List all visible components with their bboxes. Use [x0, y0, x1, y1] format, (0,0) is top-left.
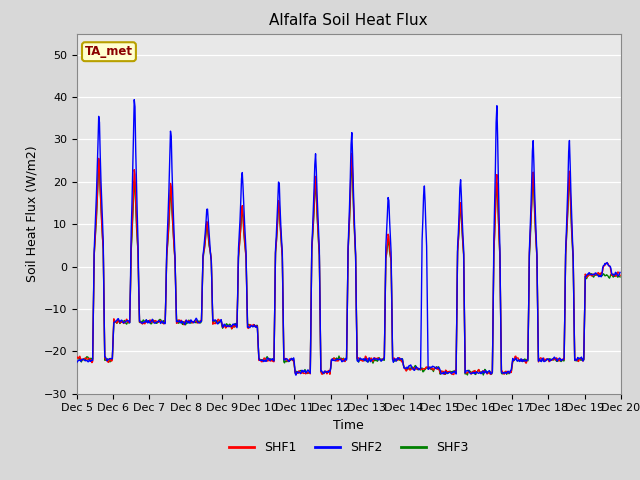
SHF2 — [83, 358, 90, 363]
SHF3 — [73, 357, 81, 362]
SHF3 — [616, 274, 624, 280]
Title: Alfalfa Soil Heat Flux: Alfalfa Soil Heat Flux — [269, 13, 428, 28]
SHF3 — [139, 319, 147, 324]
SHF3 — [83, 354, 90, 360]
SHF2 — [140, 320, 147, 325]
SHF1 — [73, 354, 81, 360]
SHF2 — [292, 372, 300, 378]
SHF3 — [348, 158, 356, 164]
SHF2 — [73, 360, 81, 365]
X-axis label: Time: Time — [333, 419, 364, 432]
SHF3 — [415, 366, 423, 372]
SHF2 — [416, 366, 424, 372]
SHF1 — [616, 273, 624, 278]
SHF2 — [223, 324, 231, 329]
Text: TA_met: TA_met — [85, 45, 133, 58]
SHF3 — [479, 372, 487, 378]
SHF2 — [131, 97, 138, 103]
SHF1 — [450, 372, 458, 377]
SHF1 — [194, 320, 202, 326]
SHF2 — [432, 366, 440, 372]
SHF3 — [223, 321, 230, 327]
Y-axis label: Soil Heat Flux (W/m2): Soil Heat Flux (W/m2) — [25, 145, 38, 282]
SHF2 — [195, 320, 202, 325]
SHF2 — [616, 269, 624, 275]
Line: SHF2: SHF2 — [77, 100, 620, 375]
Legend: SHF1, SHF2, SHF3: SHF1, SHF2, SHF3 — [224, 436, 474, 459]
Line: SHF3: SHF3 — [77, 161, 620, 375]
SHF1 — [83, 356, 90, 362]
SHF3 — [431, 365, 439, 371]
SHF1 — [415, 366, 423, 372]
SHF3 — [194, 318, 202, 324]
SHF1 — [139, 321, 147, 327]
SHF1 — [223, 324, 230, 330]
SHF1 — [348, 150, 356, 156]
Line: SHF1: SHF1 — [77, 153, 620, 374]
SHF1 — [431, 365, 439, 371]
